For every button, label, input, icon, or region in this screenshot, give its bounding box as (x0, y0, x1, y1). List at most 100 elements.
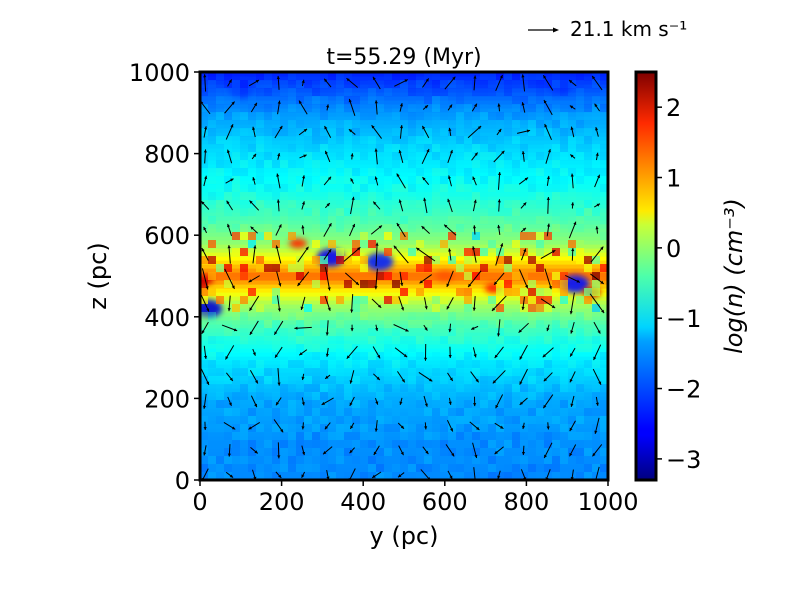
velocity-arrow (221, 324, 238, 332)
density-cell (456, 160, 464, 168)
density-cell (312, 256, 320, 264)
density-cell (536, 152, 544, 160)
density-cell (472, 128, 480, 136)
density-cell (344, 392, 352, 400)
density-cell (328, 336, 336, 344)
density-cell (552, 312, 560, 320)
velocity-arrow (321, 397, 334, 406)
density-cell (296, 272, 304, 280)
density-cell (552, 248, 560, 256)
density-cell (416, 352, 424, 360)
velocity-arrow (497, 199, 501, 212)
density-cell (352, 96, 360, 104)
density-cell (600, 424, 608, 432)
velocity-arrow (495, 394, 504, 409)
density-cell (264, 472, 272, 480)
chart-title: t=55.29 (Myr) (326, 45, 481, 70)
density-cell (328, 432, 336, 440)
density-cell (544, 344, 552, 352)
density-cell (552, 472, 560, 480)
density-cell (440, 408, 448, 416)
density-cell (592, 112, 600, 120)
density-cell (496, 160, 504, 168)
density-cell (360, 408, 368, 416)
density-cell (336, 312, 344, 320)
density-cell (424, 72, 432, 80)
density-cell (464, 176, 472, 184)
density-cell (224, 88, 232, 96)
density-cell (224, 224, 232, 232)
density-cell (536, 352, 544, 360)
density-cell (288, 360, 296, 368)
density-cell (504, 88, 512, 96)
density-cell (296, 352, 304, 360)
density-cell (328, 448, 336, 456)
density-cell (456, 288, 464, 296)
density-cell (592, 472, 600, 480)
velocity-arrow (371, 124, 382, 139)
density-cell (536, 296, 544, 304)
density-cell (512, 200, 520, 208)
velocity-arrow (249, 200, 260, 211)
density-cell (392, 136, 400, 144)
density-cell (504, 352, 512, 360)
density-cell (368, 368, 376, 376)
density-cell (264, 408, 272, 416)
density-cell (464, 152, 472, 160)
density-cell (232, 184, 240, 192)
density-cell (208, 392, 216, 400)
density-band (200, 228, 608, 233)
velocity-arrow (467, 125, 482, 139)
velocity-arrow (227, 396, 232, 407)
velocity-arrow (448, 127, 452, 137)
density-cell (464, 272, 472, 280)
density-cell (464, 168, 472, 176)
density-cell (296, 104, 304, 112)
density-cell (336, 184, 344, 192)
density-cell (208, 376, 216, 384)
velocity-arrow (589, 293, 605, 314)
velocity-arrow (495, 74, 503, 92)
density-cell (528, 408, 536, 416)
density-cell (376, 432, 384, 440)
density-band (200, 428, 608, 433)
density-cell (264, 224, 272, 232)
density-cell (344, 344, 352, 352)
density-cell (352, 336, 360, 344)
density-cell (480, 80, 488, 88)
density-cell (200, 192, 208, 200)
density-cell (592, 408, 600, 416)
density-cell (408, 72, 416, 80)
density-cell (280, 312, 288, 320)
density-cell (376, 328, 384, 336)
density-cell (240, 264, 248, 272)
density-cell (376, 144, 384, 152)
density-cell (424, 432, 432, 440)
velocity-arrow (225, 178, 234, 184)
velocity-arrow (447, 198, 453, 213)
density-band (200, 212, 608, 217)
density-cell (472, 168, 480, 176)
velocity-arrow (349, 422, 355, 430)
dense-knot (288, 238, 307, 249)
velocity-arrow (349, 447, 355, 454)
density-band (200, 328, 608, 333)
density-cell (360, 264, 368, 272)
density-cell (328, 88, 336, 96)
density-cell (320, 176, 328, 184)
density-band (200, 384, 608, 389)
density-cell (360, 472, 368, 480)
density-band (200, 108, 608, 113)
density-cell (328, 464, 336, 472)
density-cell (544, 440, 552, 448)
density-cell (456, 216, 464, 224)
density-cell (280, 128, 288, 136)
density-cell (416, 128, 424, 136)
density-cell (240, 272, 248, 280)
density-cell (512, 360, 520, 368)
density-cell (512, 272, 520, 280)
density-cell (456, 440, 464, 448)
velocity-arrow (445, 444, 455, 457)
density-cell (224, 392, 232, 400)
density-cell (408, 464, 416, 472)
